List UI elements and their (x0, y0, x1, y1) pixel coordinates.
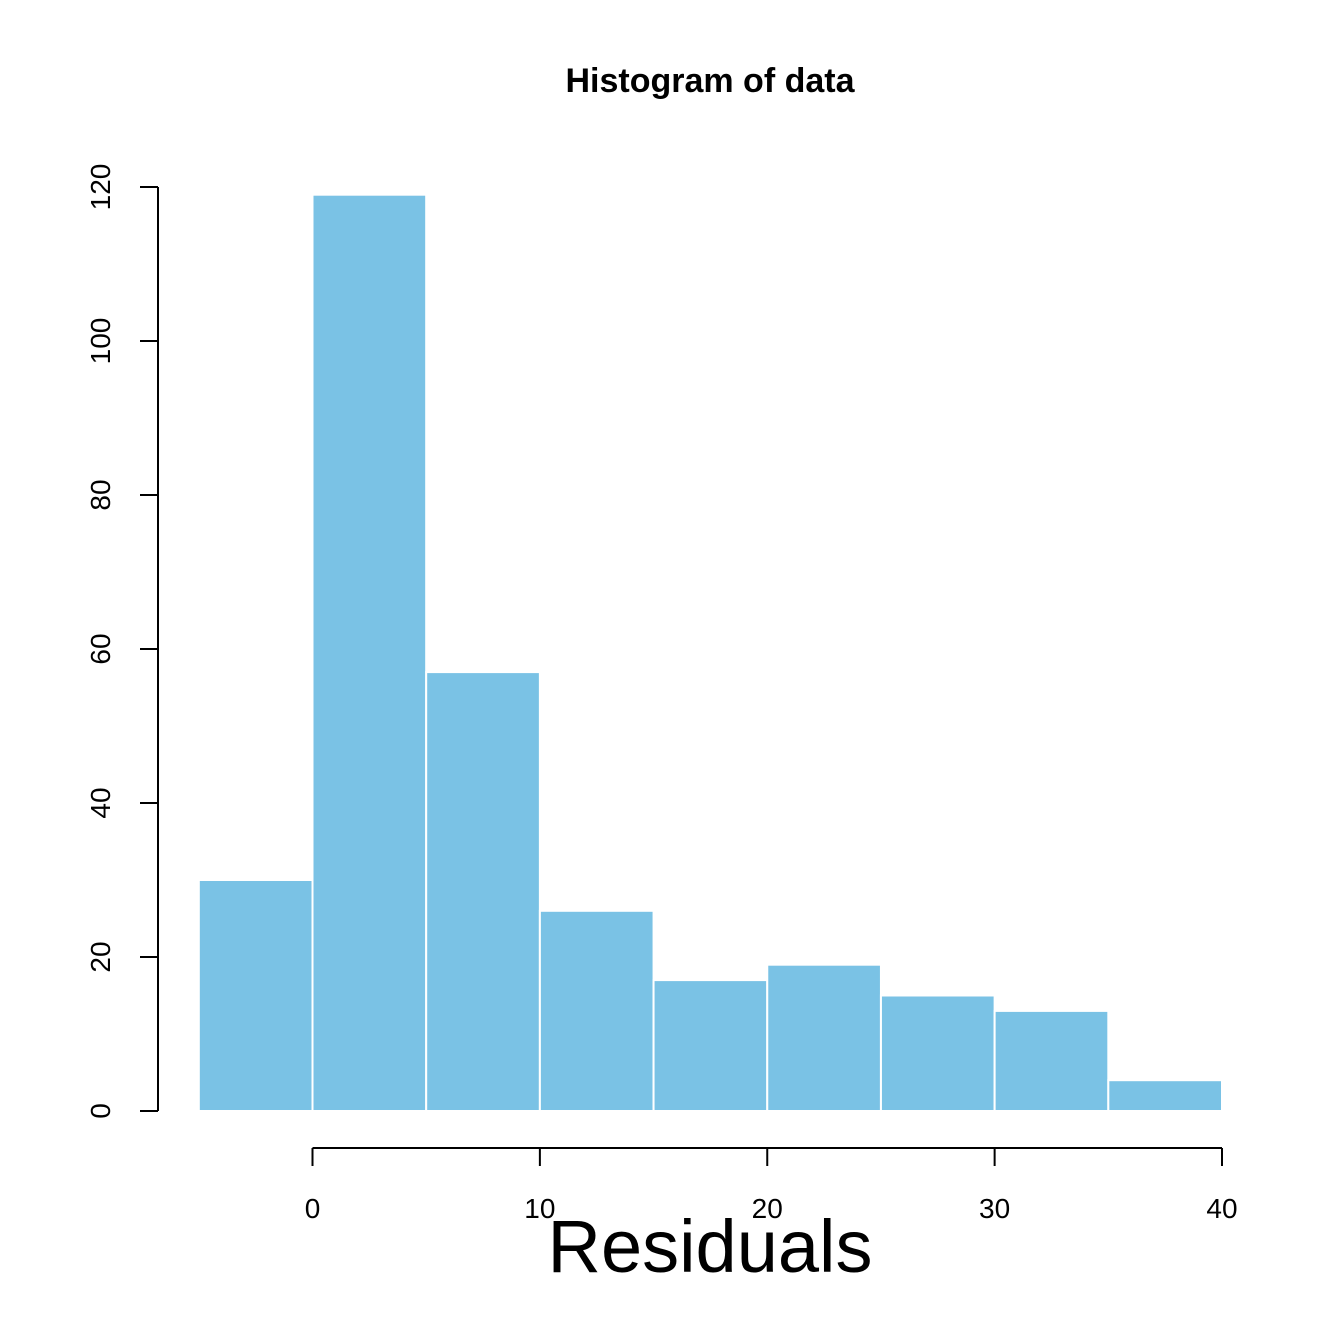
y-tick-label: 80 (85, 479, 116, 510)
histogram-bar (1107, 1079, 1223, 1112)
y-tick-label: 120 (85, 164, 116, 211)
x-axis: 0 10 20 30 40 (305, 1147, 1238, 1224)
histogram-bar (993, 1009, 1110, 1113)
x-tick-label: 30 (979, 1193, 1010, 1224)
histogram-bar (652, 979, 769, 1112)
histogram-bar (879, 994, 996, 1112)
x-tick-label: 20 (752, 1193, 783, 1224)
chart-title: Histogram of data (565, 62, 855, 100)
histogram-bar (425, 671, 541, 1112)
histogram-bar (766, 963, 882, 1113)
y-tick-label: 20 (85, 941, 116, 972)
histogram-bar (197, 879, 314, 1112)
histogram-bar (538, 909, 655, 1112)
y-tick-label: 40 (85, 787, 116, 818)
x-tick-label: 10 (524, 1193, 555, 1224)
y-tick-label: 0 (85, 1103, 116, 1119)
bars-group (197, 193, 1223, 1113)
x-tick-label: 0 (305, 1193, 321, 1224)
x-tick-label: 40 (1206, 1193, 1237, 1224)
y-tick-label: 60 (85, 633, 116, 664)
y-axis: 0 20 40 60 80 100 120 (85, 164, 159, 1119)
x-axis-label: Residuals (548, 1205, 873, 1288)
histogram-bar (311, 193, 428, 1112)
y-tick-label: 100 (85, 318, 116, 365)
